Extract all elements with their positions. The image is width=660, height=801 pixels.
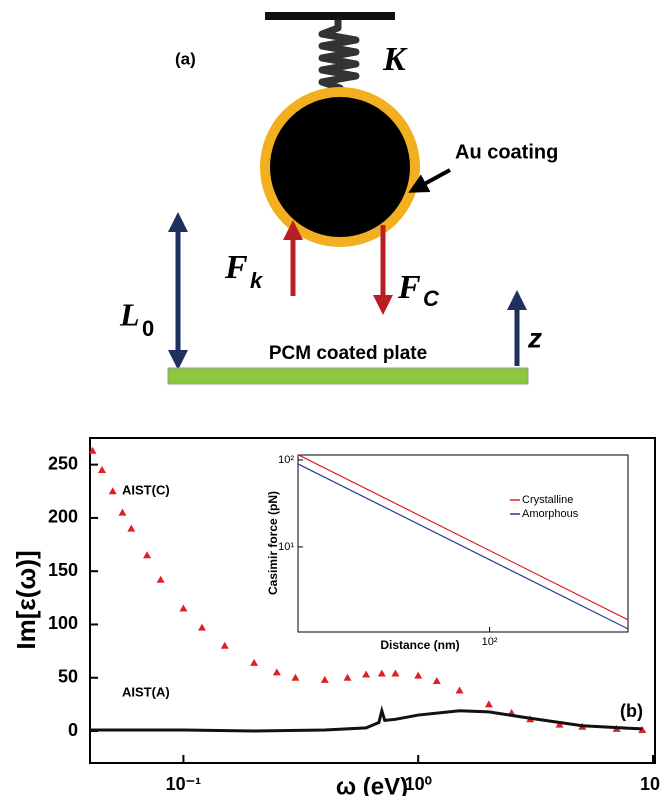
data-line: [297, 454, 629, 621]
data-point: [272, 668, 281, 676]
data-point: [143, 551, 152, 559]
x-tick-label: 10²: [482, 636, 498, 648]
data-point: [88, 446, 97, 454]
y-tick-label: 0: [68, 720, 78, 740]
series-label: AIST(A): [122, 684, 170, 699]
data-point: [220, 641, 229, 649]
panel-label: (b): [620, 701, 643, 721]
plot-frame: [297, 454, 629, 633]
x-axis-label: ω (eV): [336, 773, 408, 796]
coating-arrow: [408, 168, 451, 193]
data-point: [362, 670, 371, 678]
x-tick-label: 10¹: [640, 774, 660, 794]
data-point: [108, 487, 117, 495]
panel-label: (a): [175, 49, 196, 68]
series-label: AIST(C): [122, 482, 170, 497]
diagram: (a) K Au coating F k F C L 0 z PCM coate…: [119, 12, 558, 385]
data-point: [414, 671, 423, 679]
spring-label: K: [382, 41, 408, 78]
data-line: [90, 705, 643, 733]
y-axis-label: Im[ε(ω)]: [11, 550, 41, 649]
data-point: [484, 700, 493, 708]
y-tick-label: 10¹: [278, 541, 294, 553]
sphere: [260, 87, 420, 247]
data-point: [432, 676, 441, 684]
force-label: F: [224, 249, 248, 286]
data-point: [250, 658, 259, 666]
legend-label: Amorphous: [522, 508, 579, 520]
y-tick-label: 100: [48, 613, 78, 633]
data-point: [638, 725, 647, 733]
coating-label: Au coating: [455, 141, 558, 163]
spring: [318, 20, 360, 92]
data-point: [179, 604, 188, 612]
distance-subscript: 0: [142, 316, 154, 341]
data-point: [320, 675, 329, 683]
data-point: [156, 575, 165, 583]
ceiling: [265, 12, 395, 20]
data-point: [291, 673, 300, 681]
data-point: [377, 669, 386, 677]
data-point: [391, 669, 400, 677]
y-tick-label: 200: [48, 507, 78, 527]
data-point: [455, 686, 464, 694]
force-label: F: [397, 269, 421, 306]
distance-label: L: [119, 296, 140, 332]
legend-label: Crystalline: [522, 494, 573, 506]
data-point: [127, 524, 136, 532]
y-tick-label: 150: [48, 560, 78, 580]
x-tick-label: 10⁻¹: [166, 774, 202, 794]
data-point: [98, 465, 107, 473]
x-tick-label: 10⁰: [405, 774, 432, 794]
data-point: [555, 720, 564, 728]
y-tick-label: 250: [48, 453, 78, 473]
y-tick-label: 50: [58, 667, 78, 687]
plate-label: PCM coated plate: [269, 343, 427, 364]
data-point: [198, 623, 207, 631]
plate: [167, 367, 529, 385]
data-line: [297, 463, 629, 630]
force-subscript: k: [250, 268, 264, 293]
z-label: z: [527, 322, 542, 353]
x-axis-label: Distance (nm): [380, 638, 459, 652]
data-point: [343, 673, 352, 681]
y-tick-label: 10²: [278, 454, 294, 466]
data-point: [118, 508, 127, 516]
plot-frame: [89, 437, 656, 764]
y-axis-label: Casimir force (pN): [266, 491, 280, 595]
force-subscript: C: [423, 286, 440, 311]
